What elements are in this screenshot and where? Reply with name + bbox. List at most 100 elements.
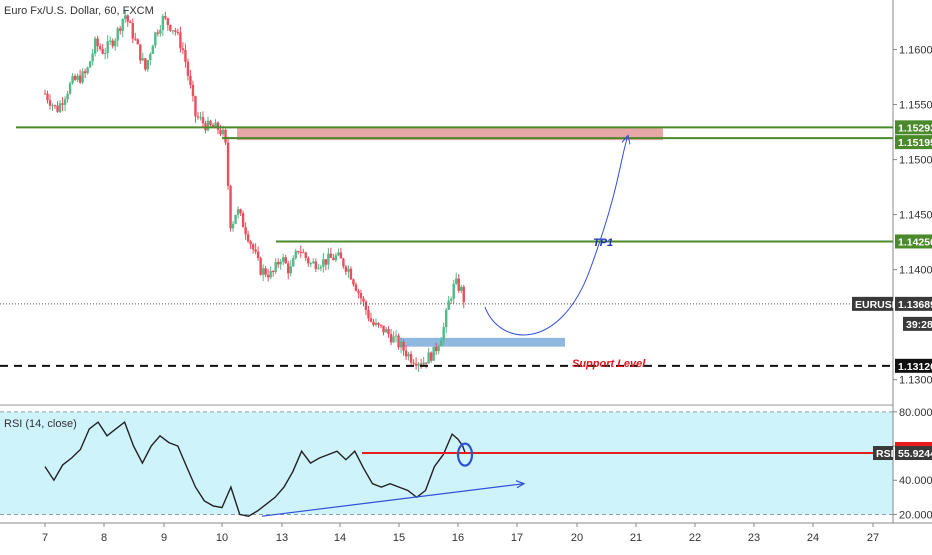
rsi-tick-label: 20.0000 [899, 509, 932, 521]
candle-body [83, 71, 87, 74]
candle-body [206, 120, 210, 131]
candle-body [229, 185, 232, 229]
candle-body [317, 268, 320, 270]
time-tick-label: 24 [807, 532, 819, 544]
candle-body [442, 327, 445, 341]
resistance-zone[interactable] [237, 127, 663, 141]
price-tick-label: 1.15500 [899, 100, 932, 112]
candle-body [460, 286, 463, 291]
candle-body [382, 325, 385, 333]
tag-1-14256-text: 1.14256 [898, 236, 932, 248]
rsi-line [44, 420, 466, 517]
candle-body [231, 223, 235, 229]
candle-body [224, 129, 227, 143]
time-tick-label: 13 [276, 532, 288, 544]
candle-body [422, 362, 425, 365]
candle-body [136, 39, 139, 45]
tag-rsi-label-bg [873, 446, 893, 461]
candle-body [249, 241, 252, 245]
candle-body [96, 38, 99, 47]
tag-countdown-text: 39:28 [906, 319, 932, 331]
candle-body [364, 301, 368, 310]
rsi-band-lines [0, 411, 893, 515]
projection-curve[interactable] [484, 135, 629, 336]
entry-zone[interactable] [400, 337, 565, 347]
candle-body [417, 363, 420, 366]
candle-body [271, 270, 275, 272]
candle-body [362, 298, 365, 302]
candle-body [337, 252, 340, 256]
candle-body [412, 362, 415, 364]
time-tick-label: 14 [334, 532, 346, 544]
candle-body [214, 122, 217, 128]
tp1-annotation[interactable]: TP1 [593, 237, 613, 249]
candle-body [61, 103, 64, 105]
chart-title: Euro Fx/U.S. Dollar, 60, FXCM [4, 5, 154, 17]
time-tick-label: 20 [571, 532, 583, 544]
candle-body [256, 251, 260, 259]
candle-body [241, 213, 245, 228]
candle-body [462, 286, 465, 303]
candle-body [329, 253, 333, 258]
candle-body [151, 45, 155, 54]
time-axis-ticks: 7 8 9 10 13 14 15 16 17 20 21 22 23 24 27 [42, 523, 879, 544]
projection-arrowhead [621, 134, 631, 145]
candle-body [48, 100, 52, 106]
candle-body [259, 258, 262, 275]
candle-body [186, 61, 190, 76]
candle-body [78, 75, 82, 83]
tag-symbol-bg [852, 296, 893, 311]
candle-body [144, 58, 147, 70]
rsi-trendline[interactable] [261, 483, 525, 517]
rsi-tick-label: 40.0000 [899, 475, 932, 487]
candle-body [292, 258, 295, 267]
candle-body [159, 29, 162, 34]
candle-body [211, 125, 215, 128]
candle-body [43, 93, 47, 95]
candle-body [427, 352, 430, 364]
candle-body [226, 142, 230, 186]
candle-body [56, 105, 59, 112]
candle-body [46, 93, 49, 101]
candle-body [409, 354, 413, 363]
candle-body [367, 309, 370, 319]
candle-body [294, 250, 297, 259]
time-tick-label: 10 [216, 532, 228, 544]
candle-body [139, 44, 142, 61]
candle-body [404, 350, 408, 357]
candle-body [234, 214, 237, 224]
time-tick-label: 7 [42, 532, 48, 544]
candle-body [199, 117, 202, 119]
candle-body [450, 298, 453, 301]
candle-body [432, 346, 435, 361]
candle-body [171, 30, 175, 32]
candle-body [184, 49, 187, 62]
price-tick-label: 1.13000 [899, 375, 932, 387]
candle-body [324, 259, 328, 265]
price-axis-ticks: 1.16000 1.15500 1.15000 1.14500 1.14000 1.130… [893, 45, 932, 387]
rsi-band-fill [0, 411, 893, 515]
candle-body [219, 129, 222, 135]
candle-body [307, 257, 310, 264]
candle-body [266, 274, 270, 278]
candle-body [63, 99, 67, 105]
tag-support-text: 1.13126 [898, 361, 932, 373]
candle-body [394, 335, 398, 337]
candle-body [194, 96, 197, 117]
tag-rsi-55-bg [895, 446, 932, 461]
candle-body [51, 105, 54, 107]
candle-body [424, 362, 428, 364]
rsi-highlight-circle[interactable] [456, 442, 474, 467]
candle-body [445, 309, 448, 328]
candle-body [106, 41, 109, 53]
tag-rsi-55-text: 55.9244 [898, 448, 932, 460]
candle-body [304, 252, 307, 258]
support-level-annotation[interactable]: Support Level [572, 358, 646, 370]
rsi-trend-arrowhead [515, 480, 526, 489]
candle-body [169, 24, 172, 31]
candle-body [284, 257, 287, 264]
price-tick-label: 1.14500 [899, 210, 932, 222]
candle-body [437, 346, 440, 352]
candle-body [53, 105, 57, 107]
